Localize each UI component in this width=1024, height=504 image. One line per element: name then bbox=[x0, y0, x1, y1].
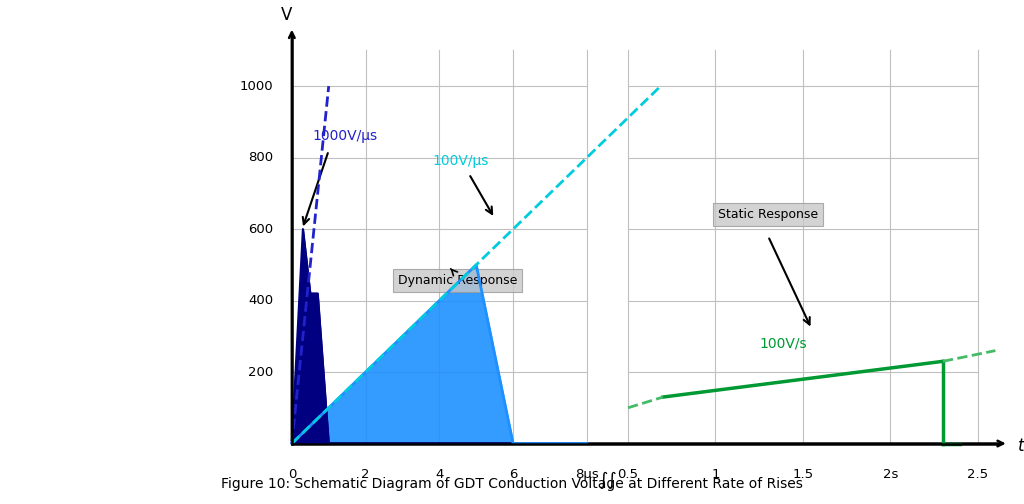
Text: 2s: 2s bbox=[883, 468, 898, 481]
Text: ∫∫: ∫∫ bbox=[598, 471, 616, 489]
Text: 1: 1 bbox=[712, 468, 720, 481]
Text: V: V bbox=[281, 6, 293, 24]
Text: 400: 400 bbox=[248, 294, 273, 307]
Text: 4: 4 bbox=[435, 468, 443, 481]
Text: Static Response: Static Response bbox=[718, 208, 818, 221]
Text: 0.5: 0.5 bbox=[617, 468, 639, 481]
Text: 2.5: 2.5 bbox=[968, 468, 988, 481]
Text: 1000: 1000 bbox=[240, 80, 273, 93]
Text: t: t bbox=[1018, 437, 1024, 455]
Text: Figure 10: Schematic Diagram of GDT Conduction Voltage at Different Rate of Rise: Figure 10: Schematic Diagram of GDT Cond… bbox=[221, 477, 803, 491]
Text: 800: 800 bbox=[248, 151, 273, 164]
Text: 100V/μs: 100V/μs bbox=[432, 154, 488, 168]
Text: 6: 6 bbox=[509, 468, 517, 481]
Text: 0: 0 bbox=[288, 468, 296, 481]
Text: 200: 200 bbox=[248, 365, 273, 379]
Text: Dynamic Response: Dynamic Response bbox=[398, 274, 517, 287]
Text: 600: 600 bbox=[248, 223, 273, 235]
Text: 1.5: 1.5 bbox=[793, 468, 813, 481]
Text: 2: 2 bbox=[361, 468, 370, 481]
Text: 100V/s: 100V/s bbox=[759, 337, 807, 350]
Text: 1000V/μs: 1000V/μs bbox=[312, 129, 377, 143]
Text: 8μs: 8μs bbox=[575, 468, 599, 481]
